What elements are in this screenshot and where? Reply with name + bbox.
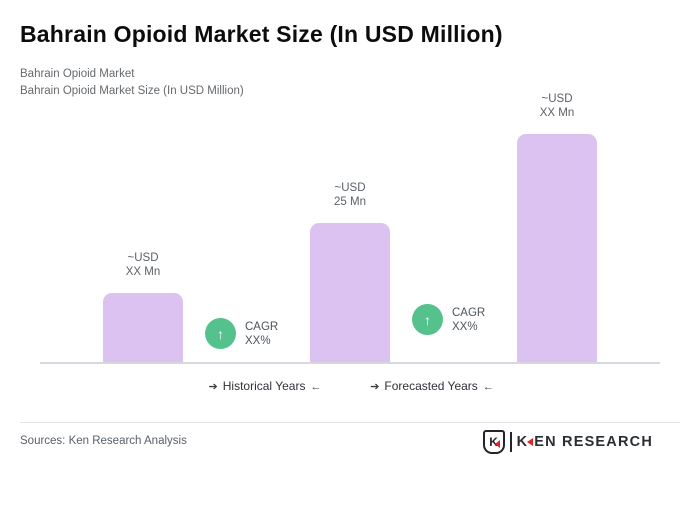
arrow-right-icon: ➔ xyxy=(208,381,218,393)
footer-divider xyxy=(20,422,680,423)
logo-wordmark: K EN RESEARCH xyxy=(517,434,653,450)
bar-value-line2: XX Mn xyxy=(125,266,161,278)
bar-value-label: ~USD XX Mn xyxy=(103,251,183,279)
sources-text: Sources: Ken Research Analysis xyxy=(20,435,187,447)
logo-wordmark-rest: EN RESEARCH xyxy=(534,434,653,450)
cagr-word: CAGR xyxy=(245,321,279,333)
cagr-badge: ↑ xyxy=(412,304,443,335)
cagr-word: CAGR xyxy=(452,307,486,319)
logo-red-accent-icon xyxy=(527,438,534,446)
bar-value-label: ~USD XX Mn xyxy=(517,92,597,120)
chart-subtitle-market: Bahrain Opioid Market xyxy=(20,68,135,80)
bar-value-label: ~USD 25 Mn xyxy=(310,181,390,209)
market-size-bar-historical-start xyxy=(103,293,183,363)
growth-up-arrow-icon: ↑ xyxy=(424,311,431,328)
growth-up-arrow-icon: ↑ xyxy=(217,325,224,342)
logo-divider xyxy=(509,432,512,452)
period-label-historical: ➔ Historical Years ← xyxy=(175,379,355,393)
cagr-badge: ↑ xyxy=(205,318,236,349)
market-size-bar-forecast xyxy=(517,134,597,363)
cagr-label: CAGR XX% xyxy=(245,320,278,348)
cagr-value: XX% xyxy=(245,335,271,347)
ken-research-logo: K K EN RESEARCH xyxy=(482,430,653,454)
period-label-text: Forecasted Years xyxy=(384,379,478,393)
market-size-bar-historical-end xyxy=(310,223,390,363)
bar-value-line1: ~USD xyxy=(334,182,366,194)
arrow-left-icon: ← xyxy=(310,381,322,393)
logo-wordmark-k: K xyxy=(516,434,529,450)
logo-shield-red-accent-icon xyxy=(494,440,500,448)
logo-shield-letter: K xyxy=(489,435,498,449)
period-label-text: Historical Years xyxy=(222,379,306,393)
bar-value-line2: XX Mn xyxy=(539,107,575,119)
arrow-right-icon: ➔ xyxy=(370,381,380,393)
period-label-forecasted: ➔ Forecasted Years ← xyxy=(342,379,522,393)
axis-baseline xyxy=(40,362,660,364)
bar-value-line1: ~USD xyxy=(541,93,573,105)
page-title: Bahrain Opioid Market Size (In USD Milli… xyxy=(20,21,503,47)
cagr-value: XX% xyxy=(452,321,478,333)
arrow-left-icon: ← xyxy=(482,381,494,393)
cagr-label: CAGR XX% xyxy=(452,306,485,334)
logo-shield-icon: K xyxy=(482,430,505,454)
bar-value-line2: 25 Mn xyxy=(334,196,366,208)
chart-subtitle-size: Bahrain Opioid Market Size (In USD Milli… xyxy=(20,85,244,97)
bar-value-line1: ~USD xyxy=(127,252,159,264)
